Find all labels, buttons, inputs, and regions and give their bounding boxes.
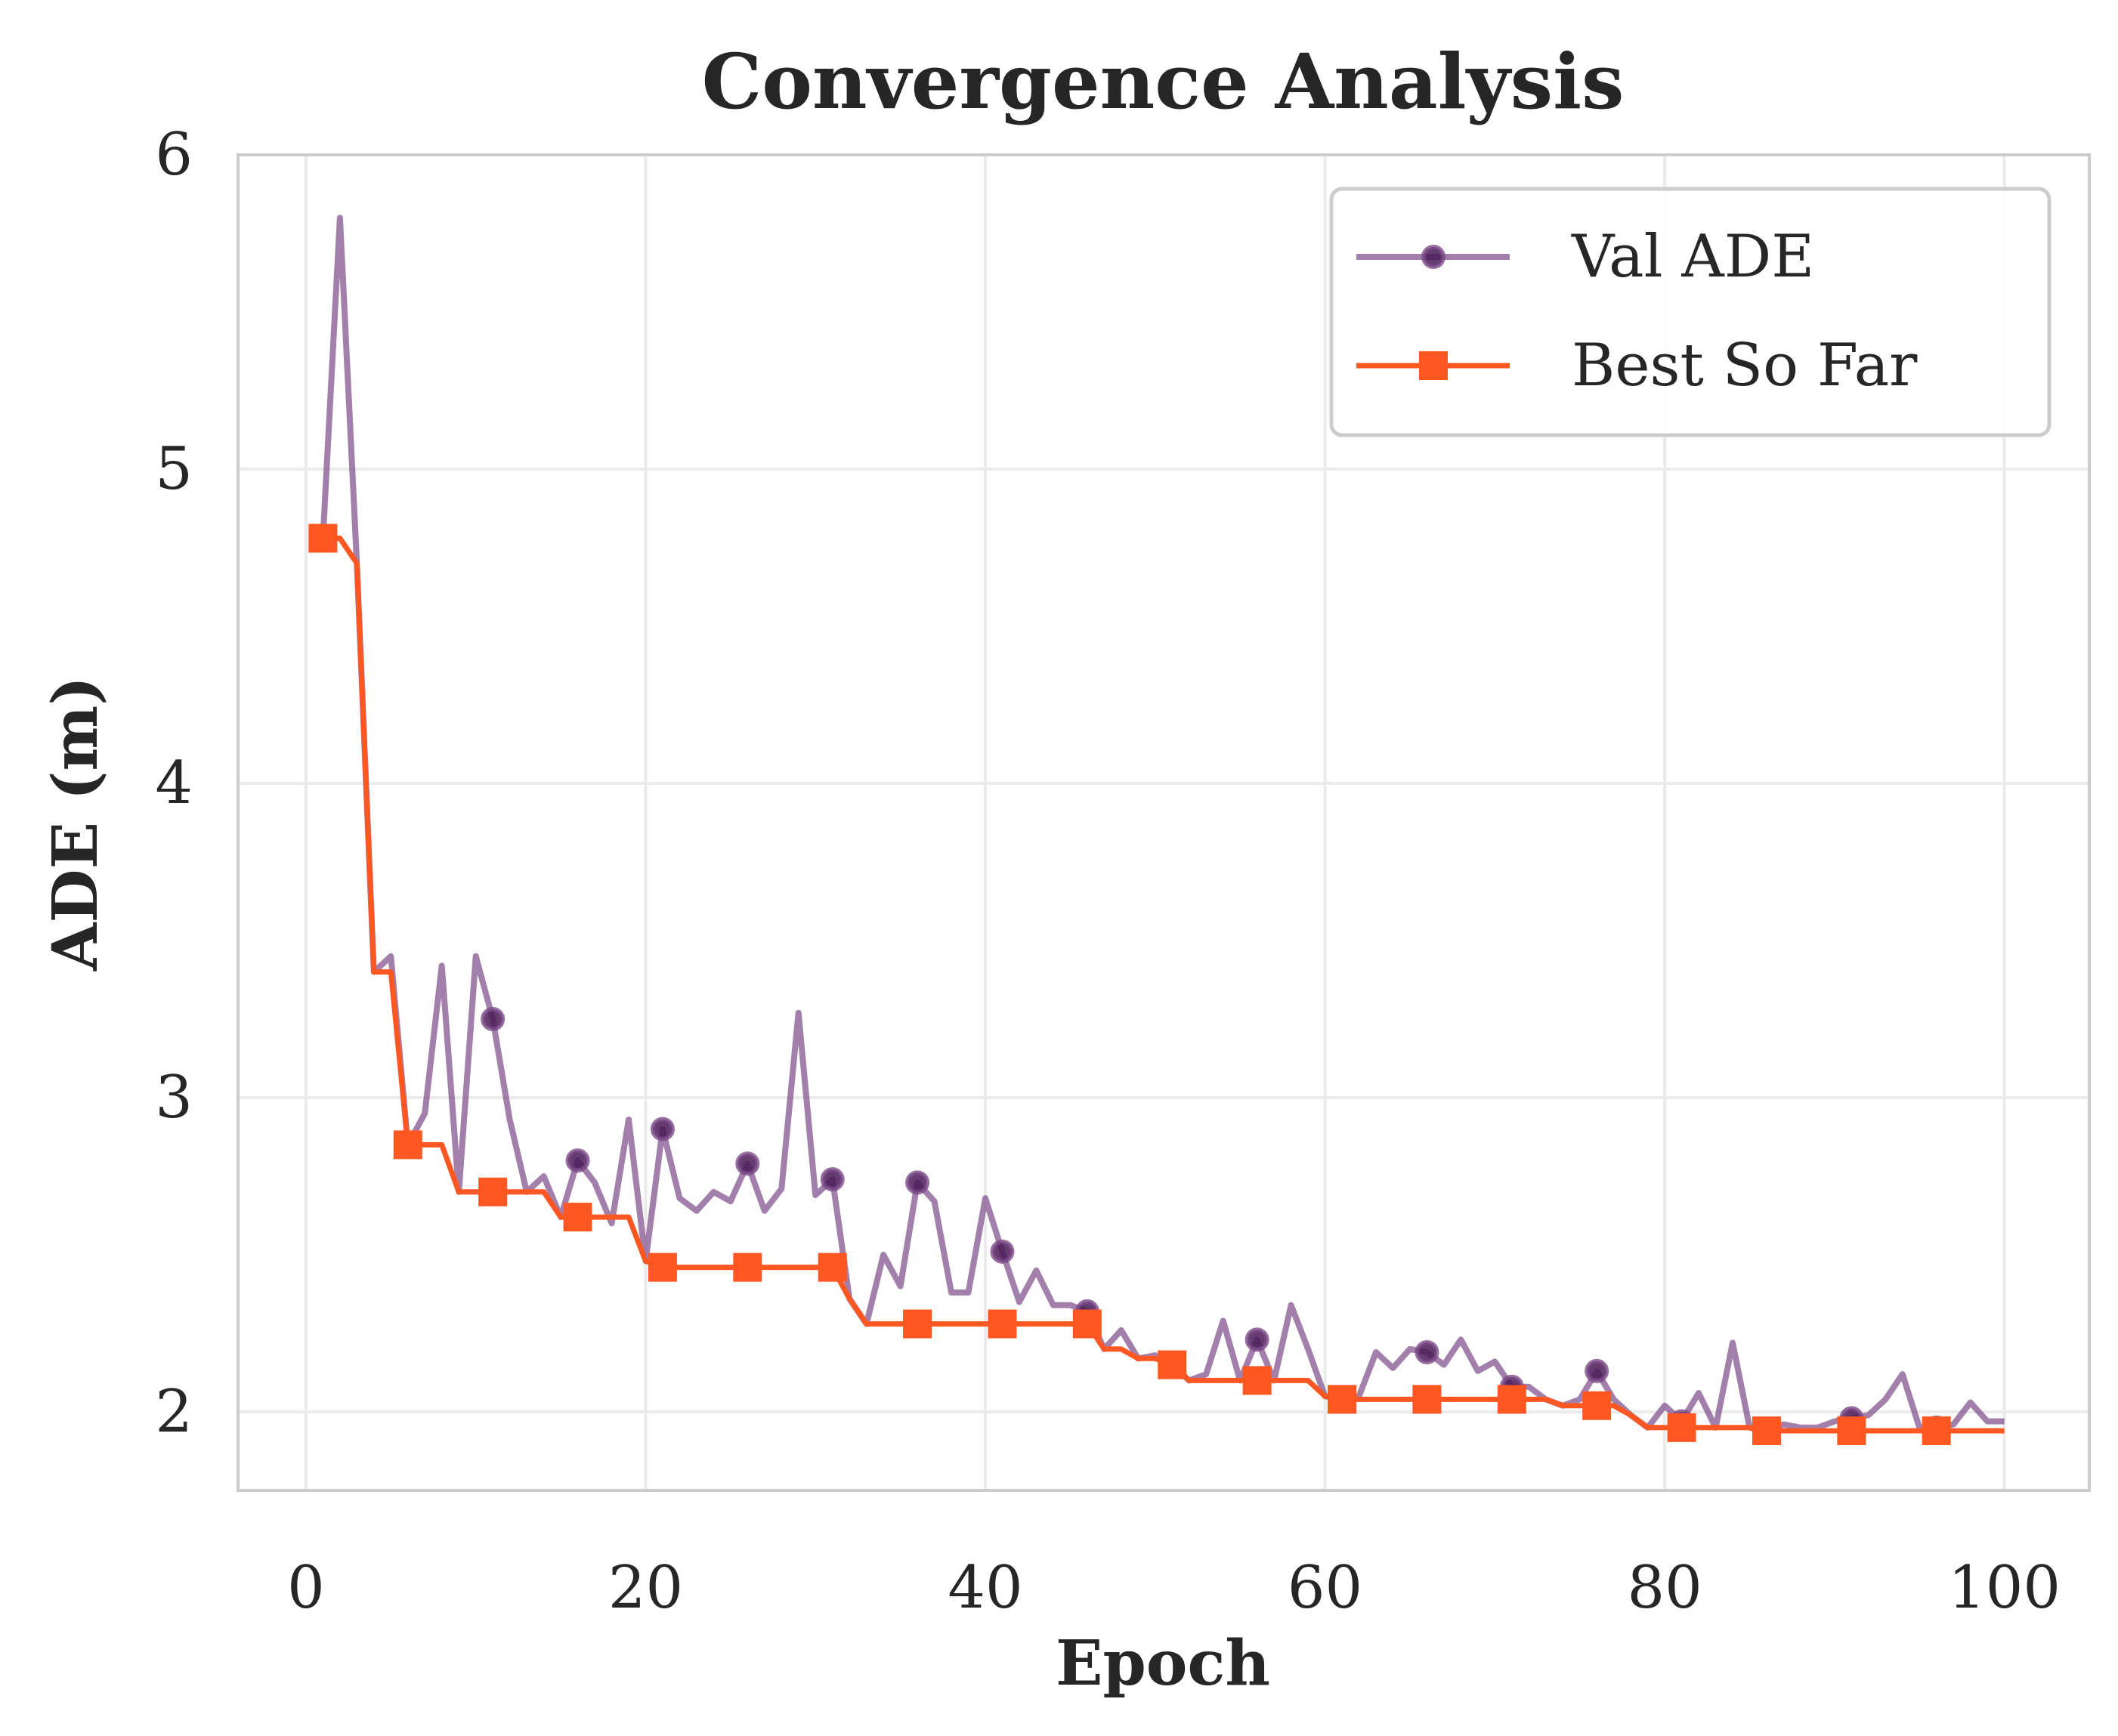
legend: Val ADE Best So Far	[1329, 187, 2052, 437]
y-tick-label: 2	[155, 1378, 193, 1446]
data-point	[988, 1309, 1017, 1339]
y-tick-label: 6	[155, 121, 193, 189]
y-tick-label: 4	[155, 749, 193, 817]
legend-label: Best So Far	[1572, 332, 1918, 400]
data-point	[565, 1148, 590, 1173]
data-point	[1328, 1385, 1357, 1414]
data-point	[1667, 1413, 1696, 1442]
data-point	[1497, 1385, 1526, 1414]
data-point	[1415, 1339, 1439, 1364]
data-point	[393, 1130, 422, 1160]
x-tick-label: 60	[1288, 1554, 1362, 1622]
data-point	[903, 1309, 932, 1339]
data-point	[1582, 1391, 1612, 1420]
y-tick-label: 3	[155, 1064, 193, 1132]
data-point	[478, 1177, 508, 1206]
x-tick-label: 20	[608, 1554, 683, 1622]
legend-entries: Val ADE Best So Far	[1356, 223, 1918, 400]
x-tick-label: 40	[948, 1554, 1022, 1622]
y-tick-label: 5	[155, 435, 193, 503]
data-point	[1585, 1358, 1609, 1383]
data-point	[733, 1253, 762, 1282]
y-axis: 2 3 4 5 6	[155, 121, 193, 1446]
data-point	[1072, 1309, 1102, 1339]
legend-marker	[1421, 245, 1445, 269]
x-tick-label: 100	[1948, 1554, 2061, 1622]
data-point	[308, 524, 338, 553]
data-point	[1245, 1327, 1269, 1352]
x-axis-label: Epoch	[1056, 1627, 1270, 1700]
series-layer	[308, 215, 2005, 1445]
data-point	[481, 1007, 506, 1031]
data-point	[990, 1239, 1015, 1264]
chart-title: Convergence Analysis	[702, 37, 1625, 126]
series-best-so-far	[308, 524, 2005, 1445]
legend-label: Val ADE	[1571, 223, 1814, 291]
legend-marker	[1419, 351, 1448, 380]
x-axis: 0 20 40 60 80 100	[287, 1554, 2061, 1622]
x-tick-label: 0	[287, 1554, 325, 1622]
data-point	[1837, 1416, 1866, 1445]
data-point	[820, 1167, 845, 1192]
legend-entry: Best So Far	[1356, 332, 1918, 400]
data-point	[1158, 1350, 1187, 1379]
data-point	[905, 1170, 930, 1195]
data-point	[818, 1253, 847, 1282]
legend-box	[1329, 187, 2052, 437]
data-point	[650, 1117, 675, 1141]
legend-entry: Val ADE	[1356, 223, 1814, 291]
x-tick-label: 80	[1627, 1554, 1702, 1622]
y-axis-label: ADE (m)	[39, 676, 112, 971]
plot-frame	[237, 153, 2091, 1492]
data-point	[1922, 1416, 1951, 1445]
data-point	[648, 1253, 677, 1282]
data-point	[1412, 1385, 1442, 1414]
data-point	[563, 1203, 592, 1232]
data-point	[1752, 1416, 1781, 1445]
data-point	[735, 1151, 760, 1176]
data-point	[1242, 1366, 1272, 1395]
